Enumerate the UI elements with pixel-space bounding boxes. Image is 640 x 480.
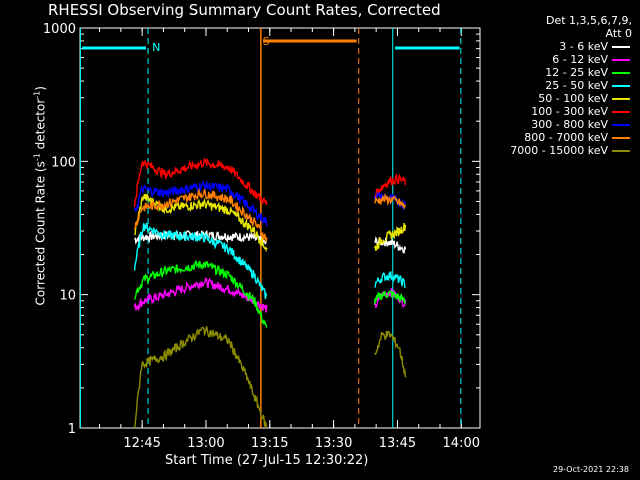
series-line-3 (133, 222, 268, 300)
legend-swatch (612, 46, 630, 48)
annotation-label: S (263, 35, 270, 48)
series-line-4 (133, 193, 268, 253)
x-tick-label: 14:00 (443, 436, 480, 451)
legend-swatch (612, 98, 630, 100)
series-line-2 (373, 290, 407, 305)
series-line-8 (133, 326, 268, 429)
legend: Det 1,3,5,6,7,9, Att 0 3 - 6 keV 6 - 12 k… (484, 14, 632, 157)
legend-swatch (612, 137, 630, 139)
generation-timestamp: 29-Oct-2021 22:38 (553, 465, 629, 474)
annotation-label: N (152, 41, 160, 54)
legend-label: 6 - 12 keV (552, 53, 608, 66)
series-line-1 (133, 277, 268, 313)
legend-entry: 800 - 7000 keV (484, 131, 632, 144)
legend-entry: 6 - 12 keV (484, 53, 632, 66)
series-line-7 (373, 192, 407, 210)
series-line-6 (133, 180, 268, 227)
legend-entry: 300 - 800 keV (484, 118, 632, 131)
legend-swatch (612, 59, 630, 61)
x-axis-label: Start Time (27-Jul-15 12:30:22) (165, 453, 369, 468)
legend-swatch (612, 150, 630, 152)
legend-label: 25 - 50 keV (545, 79, 608, 92)
y-tick-label: 10 (59, 289, 76, 304)
legend-label: 3 - 6 keV (559, 40, 608, 53)
legend-entry: 25 - 50 keV (484, 79, 632, 92)
x-tick-label: 12:45 (123, 436, 160, 451)
series-line-7 (133, 187, 268, 243)
legend-header-attenuator: Att 0 (605, 27, 632, 40)
legend-label: 12 - 25 keV (545, 66, 608, 79)
series-line-5 (133, 156, 268, 208)
legend-header-detectors: Det 1,3,5,6,7,9, (545, 14, 632, 27)
legend-label: 300 - 800 keV (531, 118, 608, 131)
x-tick-label: 13:45 (379, 436, 416, 451)
x-tick-label: 13:15 (251, 436, 288, 451)
legend-entry: 50 - 100 keV (484, 92, 632, 105)
legend-entry: 7000 - 15000 keV (484, 144, 632, 157)
legend-entry: 12 - 25 keV (484, 66, 632, 79)
chart-title: RHESSI Observing Summary Count Rates, Co… (48, 1, 441, 19)
legend-label: 800 - 7000 keV (524, 131, 608, 144)
series-line-8 (374, 330, 407, 378)
series-line-2 (133, 259, 268, 328)
series-line-4 (373, 223, 407, 252)
legend-label: 7000 - 15000 keV (510, 144, 608, 157)
legend-swatch (612, 124, 630, 126)
series-line-3 (374, 271, 406, 289)
legend-label: 100 - 300 keV (531, 105, 608, 118)
legend-swatch (612, 111, 630, 113)
y-tick-label: 100 (51, 155, 76, 170)
x-tick-label: 13:00 (187, 436, 224, 451)
plot-frame (79, 27, 481, 429)
x-tick-label: 13:30 (315, 436, 352, 451)
y-axis-label: Corrected Count Rate (s-1 detector-1) (32, 86, 48, 306)
legend-swatch (612, 85, 630, 87)
legend-label: 50 - 100 keV (538, 92, 608, 105)
y-tick-label: 1 (68, 422, 76, 437)
y-tick-label: 1000 (43, 22, 76, 37)
legend-entry: 3 - 6 keV (484, 40, 632, 53)
legend-entry: 100 - 300 keV (484, 105, 632, 118)
legend-swatch (612, 72, 630, 74)
